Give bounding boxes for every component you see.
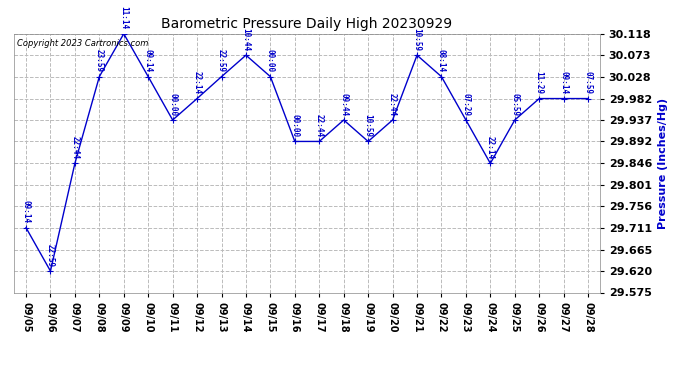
Text: 22:14: 22:14 <box>193 71 201 94</box>
Text: 22:59: 22:59 <box>46 244 55 267</box>
Y-axis label: Pressure (Inches/Hg): Pressure (Inches/Hg) <box>658 98 667 229</box>
Text: 07:59: 07:59 <box>584 71 593 94</box>
Text: 10:59: 10:59 <box>364 114 373 137</box>
Text: 10:59: 10:59 <box>413 28 422 51</box>
Text: 22:44: 22:44 <box>388 93 397 116</box>
Title: Barometric Pressure Daily High 20230929: Barometric Pressure Daily High 20230929 <box>161 17 453 31</box>
Text: 05:59: 05:59 <box>511 93 520 116</box>
Text: Copyright 2023 Cartronics.com: Copyright 2023 Cartronics.com <box>17 39 148 48</box>
Text: 23:59: 23:59 <box>95 50 103 72</box>
Text: 09:14: 09:14 <box>144 50 152 72</box>
Text: 08:14: 08:14 <box>437 50 446 72</box>
Text: 00:00: 00:00 <box>266 50 275 72</box>
Text: 22:59: 22:59 <box>217 50 226 72</box>
Text: 11:14: 11:14 <box>119 6 128 30</box>
Text: 22:44: 22:44 <box>315 114 324 137</box>
Text: 09:44: 09:44 <box>339 93 348 116</box>
Text: 00:00: 00:00 <box>168 93 177 116</box>
Text: 11:29: 11:29 <box>535 71 544 94</box>
Text: 09:14: 09:14 <box>21 200 30 223</box>
Text: 07:29: 07:29 <box>462 93 471 116</box>
Text: 00:00: 00:00 <box>290 114 299 137</box>
Text: 22:14: 22:14 <box>486 136 495 159</box>
Text: 09:14: 09:14 <box>559 71 568 94</box>
Text: 22:44: 22:44 <box>70 136 79 159</box>
Text: 10:44: 10:44 <box>241 28 250 51</box>
